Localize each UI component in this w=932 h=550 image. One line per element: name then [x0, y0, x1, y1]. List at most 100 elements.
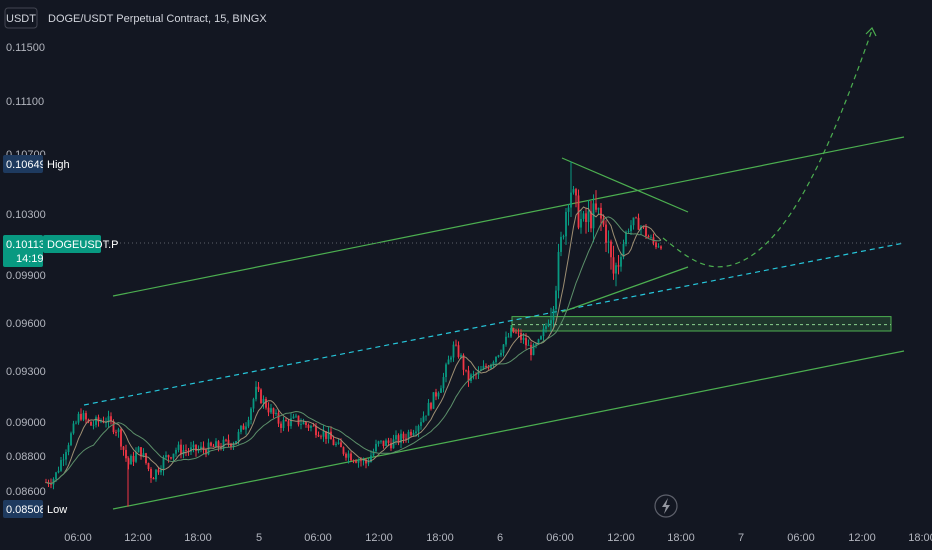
candle-body	[175, 449, 177, 454]
candle-body	[437, 392, 440, 397]
price-tick-label: 0.09600	[6, 318, 46, 330]
candle-body	[342, 447, 345, 454]
candle-body	[335, 443, 337, 446]
time-tick-label: 18:00	[667, 532, 695, 544]
time-tick-label: 06:00	[787, 532, 815, 544]
candle-body	[415, 431, 417, 433]
candle-body	[375, 443, 377, 452]
time-tick-label: 7	[738, 532, 744, 544]
candlestick-series	[45, 161, 662, 507]
candle-body	[57, 470, 60, 473]
triangle-upper-line[interactable]	[561, 157, 689, 213]
candle-body	[165, 455, 167, 458]
candle-body	[525, 338, 527, 346]
candle-body	[580, 218, 582, 228]
time-tick-label: 18:00	[184, 532, 212, 544]
candle-body	[435, 392, 437, 397]
current-price-tag	[3, 235, 43, 267]
candle-body	[397, 435, 400, 443]
time-tick-label: 12:00	[124, 532, 152, 544]
candle-body	[562, 236, 565, 238]
candle-body	[235, 441, 237, 445]
currency-button[interactable]: USDT	[6, 13, 36, 25]
candle-body	[490, 364, 492, 369]
candle-body	[110, 416, 112, 422]
candle-body	[67, 445, 70, 453]
symbol-tag	[43, 235, 101, 253]
support-zone[interactable]	[511, 316, 892, 332]
candle-body	[290, 418, 292, 427]
candle-body	[237, 431, 240, 442]
candle-body	[140, 447, 142, 457]
drawing-overlays[interactable]	[83, 26, 905, 510]
candle-body	[537, 339, 540, 344]
candle-body	[222, 439, 225, 449]
candle-body	[340, 442, 342, 448]
candle-body	[337, 442, 340, 444]
candle-body	[220, 447, 222, 449]
candle-body	[512, 328, 515, 333]
dashed-trend-line[interactable]	[83, 242, 905, 406]
candle-body	[257, 386, 260, 390]
candle-body	[507, 336, 510, 338]
candle-body	[247, 419, 250, 427]
candle-body	[545, 326, 547, 329]
candle-body	[240, 425, 242, 432]
candle-body	[72, 423, 75, 434]
time-tick-label: 18:00	[426, 532, 454, 544]
candle-body	[55, 472, 57, 479]
candle-body	[107, 416, 110, 423]
candle-body	[390, 442, 392, 449]
candle-body	[227, 439, 230, 444]
candle-body	[230, 443, 232, 447]
candle-body	[355, 461, 357, 463]
candle-body	[410, 431, 412, 436]
high-marker: 0.10649 High	[3, 155, 70, 173]
candle-body	[100, 420, 102, 422]
candle-body	[77, 413, 80, 423]
candle-body	[592, 203, 595, 229]
candle-body	[172, 453, 175, 459]
low-marker: 0.08508 Low	[3, 500, 69, 518]
candle-body	[630, 225, 632, 232]
candle-body	[262, 398, 265, 404]
lightning-button[interactable]	[654, 494, 678, 518]
current-price-label: 0.10113	[6, 239, 45, 251]
candle-body	[200, 446, 202, 450]
candle-body	[190, 447, 192, 452]
candle-body	[245, 426, 247, 430]
candle-body	[382, 440, 385, 447]
candle-body	[482, 365, 485, 370]
candle-body	[377, 441, 380, 444]
candle-body	[85, 413, 87, 420]
candle-body	[332, 439, 335, 446]
candle-body	[277, 412, 280, 424]
channel-lower-line[interactable]	[112, 350, 905, 510]
candle-body	[652, 237, 655, 243]
triangle-lower-line[interactable]	[561, 266, 689, 313]
low-price-label: 0.08508	[6, 504, 46, 516]
candle-body	[242, 425, 245, 430]
candle-body	[250, 408, 252, 420]
candle-body	[497, 355, 500, 357]
candle-body	[105, 422, 107, 424]
channel-upper-line[interactable]	[112, 136, 905, 297]
candle-body	[565, 211, 567, 237]
candle-body	[657, 246, 660, 248]
candle-body	[255, 386, 257, 400]
low-price-tag	[3, 500, 43, 518]
time-axis[interactable]: 06:00 12:00 18:00 5 06:00 12:00 18:00 6 06:00 12:…	[64, 532, 932, 544]
price-axis[interactable]: 0.115000.111000.107000.103000.099000.096…	[6, 42, 46, 498]
candle-body	[417, 425, 420, 432]
candle-body	[385, 440, 387, 447]
candle-body	[650, 237, 652, 239]
candle-body	[272, 408, 275, 415]
candle-body	[137, 447, 140, 453]
currency-button-frame[interactable]	[4, 7, 38, 29]
candle-body	[310, 425, 312, 428]
time-tick-label: 06:00	[304, 532, 332, 544]
candle-body	[150, 468, 152, 478]
candle-body	[517, 332, 520, 334]
projection-path[interactable]	[662, 29, 873, 268]
